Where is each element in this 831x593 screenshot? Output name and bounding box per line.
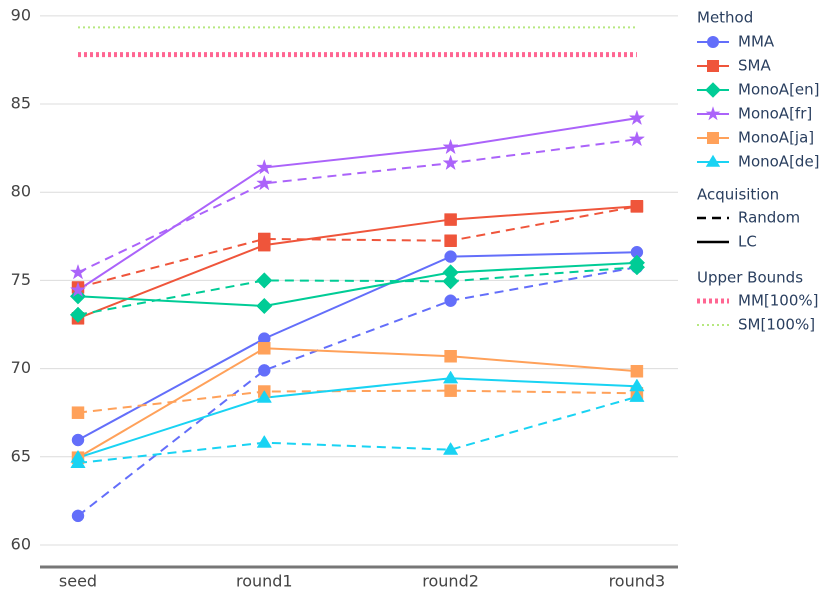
marker [442, 442, 459, 455]
marker [69, 288, 87, 305]
legend-title: Method [697, 9, 753, 27]
series-line [77, 138, 638, 274]
x-tick-label: seed [59, 572, 97, 591]
marker [442, 370, 459, 384]
marker [69, 306, 87, 323]
marker [444, 213, 457, 226]
plot-area [40, 0, 678, 567]
marker [630, 245, 644, 259]
marker [444, 384, 458, 398]
marker [256, 390, 272, 403]
marker [630, 200, 644, 213]
x-tick-label: round2 [422, 572, 479, 591]
marker [628, 109, 646, 126]
legend-label: SMA [738, 57, 771, 75]
x-tick-label: round3 [609, 572, 666, 591]
legend-label: MMA [738, 33, 775, 51]
marker [630, 364, 644, 378]
series-line [77, 117, 638, 291]
legend-label: MM[100%] [738, 292, 818, 310]
marker [628, 254, 646, 271]
legend-marker [705, 106, 721, 121]
marker [444, 349, 458, 363]
marker [444, 250, 457, 263]
series-line [77, 395, 638, 464]
marker [628, 130, 646, 147]
y-tick-label: 85 [11, 94, 31, 113]
legend-marker [707, 60, 719, 72]
marker [258, 238, 271, 252]
marker [444, 234, 457, 247]
legend-marker [707, 36, 719, 48]
legend-marker [705, 82, 721, 98]
legend-label: MonoA[fr] [738, 105, 812, 123]
marker [442, 154, 459, 171]
series-line [77, 205, 638, 289]
series-line [77, 205, 637, 320]
x-tick-label: round1 [236, 572, 293, 591]
legend-title: Upper Bounds [697, 269, 803, 287]
marker [442, 264, 459, 281]
y-tick-label: 65 [11, 446, 31, 465]
series-line [77, 266, 637, 316]
marker [71, 509, 85, 523]
y-tick-label: 75 [11, 270, 31, 289]
marker [256, 297, 273, 315]
marker [69, 281, 87, 298]
legend-label: MonoA[ja] [738, 129, 814, 147]
legend-label: SM[100%] [738, 316, 815, 334]
marker [258, 364, 271, 377]
series-line [77, 377, 637, 459]
marker [257, 341, 271, 355]
legend-label: LC [738, 233, 757, 251]
legend-label: Random [738, 209, 800, 227]
marker [71, 406, 85, 420]
series-line [77, 347, 637, 459]
legend-marker [705, 154, 721, 167]
marker [442, 138, 459, 155]
legend-marker [707, 132, 719, 144]
marker [256, 158, 273, 175]
marker [444, 294, 457, 307]
series-line [77, 261, 637, 307]
y-tick-label: 80 [11, 182, 31, 201]
marker [70, 449, 86, 463]
marker [629, 378, 645, 392]
legend-title: Acquisition [697, 186, 779, 204]
marker [69, 263, 87, 280]
marker [256, 174, 273, 191]
marker [256, 434, 272, 448]
marker [629, 389, 645, 402]
y-tick-label: 90 [11, 5, 31, 24]
marker [71, 433, 85, 447]
marker [442, 273, 459, 290]
series-line [77, 251, 637, 441]
series-line [77, 266, 638, 517]
marker [256, 272, 273, 289]
legend-label: MonoA[en] [738, 81, 820, 99]
y-tick-label: 60 [11, 534, 31, 553]
y-tick-label: 70 [11, 358, 31, 377]
legend-label: MonoA[de] [738, 153, 820, 171]
